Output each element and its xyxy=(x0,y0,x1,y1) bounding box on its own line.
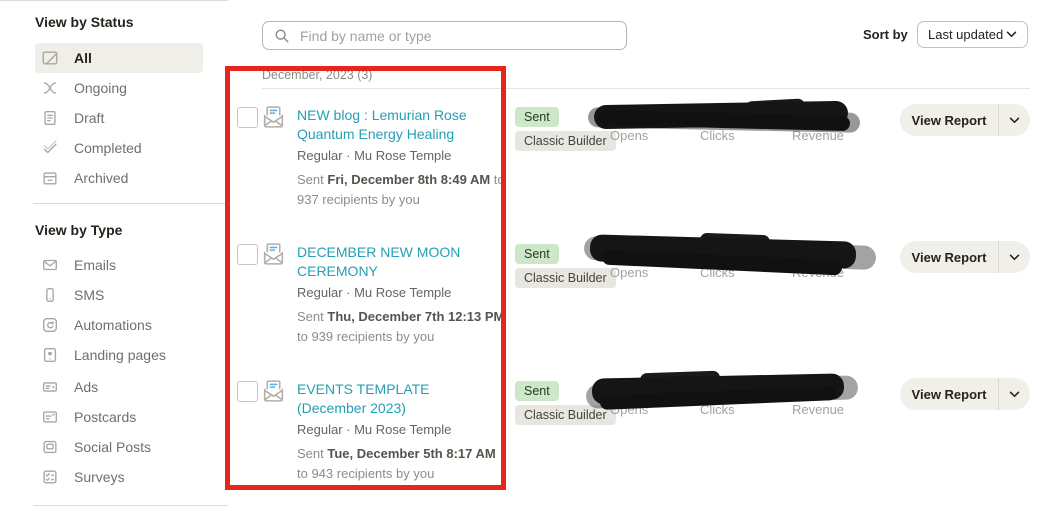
campaign-sent-info: Sent Fri, December 8th 8:49 AM to 937 re… xyxy=(297,172,505,207)
completed-icon xyxy=(41,139,59,157)
campaign-row: NEW blog : Lemurian Rose Quantum Energy … xyxy=(0,98,1064,237)
view-report-split-button: View Report xyxy=(900,104,1030,136)
sidebar-item-label: Automations xyxy=(74,317,152,333)
campaign-row: EVENTS TEMPLATE (December 2023) Regular … xyxy=(0,370,1064,511)
sort-by-label: Sort by xyxy=(863,27,908,42)
status-badge: Sent xyxy=(515,381,559,401)
sidebar-item-label: Draft xyxy=(74,110,105,126)
sidebar-item-ongoing[interactable]: Ongoing xyxy=(35,73,203,103)
chevron-down-icon xyxy=(1009,117,1020,123)
sidebar-item-label: Completed xyxy=(74,140,142,156)
sidebar-bottom-divider xyxy=(33,505,228,506)
row-checkbox[interactable] xyxy=(237,381,258,402)
group-divider xyxy=(262,88,1030,89)
surveys-icon xyxy=(41,468,59,486)
sidebar-item-label: Ongoing xyxy=(74,80,127,96)
sidebar-item-completed[interactable]: Completed xyxy=(35,133,203,163)
sort-value: Last updated xyxy=(928,27,1004,42)
clicks-label: Clicks xyxy=(700,128,735,143)
sidebar-section-divider xyxy=(33,203,228,204)
campaign-meta: Regular · Mu Rose Temple xyxy=(297,148,452,163)
campaign-sent-info: Sent Tue, December 5th 8:17 AM to 943 re… xyxy=(297,446,496,481)
sidebar-item-label: Ads xyxy=(74,379,99,395)
sidebar-item-label: All xyxy=(74,50,92,66)
sidebar-item-draft[interactable]: Draft xyxy=(35,103,203,133)
builder-badge: Classic Builder xyxy=(515,131,616,151)
sidebar-item-emails[interactable]: Emails xyxy=(35,250,203,280)
view-by-status-heading: View by Status xyxy=(35,14,134,30)
view-by-type-heading: View by Type xyxy=(35,222,123,238)
sidebar-item-label: Emails xyxy=(74,257,117,273)
sidebar-item-landing-pages[interactable]: Landing pages xyxy=(35,340,203,370)
sidebar-item-surveys[interactable]: Surveys xyxy=(35,462,203,492)
email-campaign-icon xyxy=(261,378,286,410)
sidebar-item-label: Surveys xyxy=(74,469,125,485)
sidebar-item-label: SMS xyxy=(74,287,105,303)
draft-icon xyxy=(41,109,59,127)
view-report-button[interactable]: View Report xyxy=(900,378,999,410)
opens-label: Opens xyxy=(610,265,649,280)
sidebar-item-label: Social Posts xyxy=(74,439,152,455)
view-report-menu-button[interactable] xyxy=(999,378,1030,410)
campaign-meta: Regular · Mu Rose Temple xyxy=(297,285,452,300)
builder-badge: Classic Builder xyxy=(515,405,616,425)
sidebar-item-archived[interactable]: Archived xyxy=(35,163,203,193)
campaign-title-link[interactable]: DECEMBER NEW MOON CEREMONY xyxy=(297,244,461,279)
sidebar-item-label: Archived xyxy=(74,170,129,186)
search-icon xyxy=(275,29,289,42)
chevron-down-icon xyxy=(1006,31,1017,38)
view-report-split-button: View Report xyxy=(900,378,1030,410)
status-badge: Sent xyxy=(515,107,559,127)
campaign-meta: Regular · Mu Rose Temple xyxy=(297,422,452,437)
sidebar-item-social-posts[interactable]: Social Posts xyxy=(35,432,203,462)
status-badge: Sent xyxy=(515,244,559,264)
row-checkbox[interactable] xyxy=(237,244,258,265)
sidebar-item-all[interactable]: All xyxy=(35,43,203,73)
group-header: December, 2023 (3) xyxy=(262,68,373,82)
builder-badge: Classic Builder xyxy=(515,268,616,288)
view-report-button[interactable]: View Report xyxy=(900,241,999,273)
search-input[interactable] xyxy=(298,26,626,45)
opens-label: Opens xyxy=(610,128,649,143)
campaign-title-link[interactable]: EVENTS TEMPLATE (December 2023) xyxy=(297,381,430,416)
search-box xyxy=(262,21,627,50)
clicks-label: Clicks xyxy=(700,402,735,417)
view-report-split-button: View Report xyxy=(900,241,1030,273)
all-campaigns-icon xyxy=(41,49,59,67)
revenue-label: Revenue xyxy=(792,402,845,417)
campaign-title-link[interactable]: NEW blog : Lemurian Rose Quantum Energy … xyxy=(297,107,467,142)
view-report-menu-button[interactable] xyxy=(999,241,1030,273)
chevron-down-icon xyxy=(1009,254,1020,260)
campaign-sent-info: Sent Thu, December 7th 12:13 PM to 939 r… xyxy=(297,309,505,344)
chevron-down-icon xyxy=(1009,391,1020,397)
email-campaign-icon xyxy=(261,104,286,136)
sms-icon xyxy=(41,286,59,304)
emails-icon xyxy=(41,256,59,274)
sidebar-top-divider xyxy=(0,0,228,1)
sidebar-item-label: Landing pages xyxy=(74,347,166,363)
automations-icon xyxy=(41,316,59,334)
sidebar-item-postcards[interactable]: Postcards xyxy=(35,402,203,432)
sidebar-item-label: Postcards xyxy=(74,409,137,425)
archived-icon xyxy=(41,169,59,187)
campaign-row: DECEMBER NEW MOON CEREMONY Regular · Mu … xyxy=(0,232,1064,374)
ongoing-icon xyxy=(41,79,59,97)
postcards-icon xyxy=(41,408,59,426)
view-report-menu-button[interactable] xyxy=(999,104,1030,136)
sidebar-item-ads[interactable]: Ads xyxy=(35,372,203,402)
row-checkbox[interactable] xyxy=(237,107,258,128)
landing-pages-icon xyxy=(41,346,59,364)
sidebar-item-sms[interactable]: SMS xyxy=(35,280,203,310)
view-report-button[interactable]: View Report xyxy=(900,104,999,136)
sort-dropdown[interactable]: Last updated xyxy=(917,21,1028,48)
email-campaign-icon xyxy=(261,241,286,273)
sidebar-item-automations[interactable]: Automations xyxy=(35,310,203,340)
social-posts-icon xyxy=(41,438,59,456)
ads-icon xyxy=(41,378,59,396)
